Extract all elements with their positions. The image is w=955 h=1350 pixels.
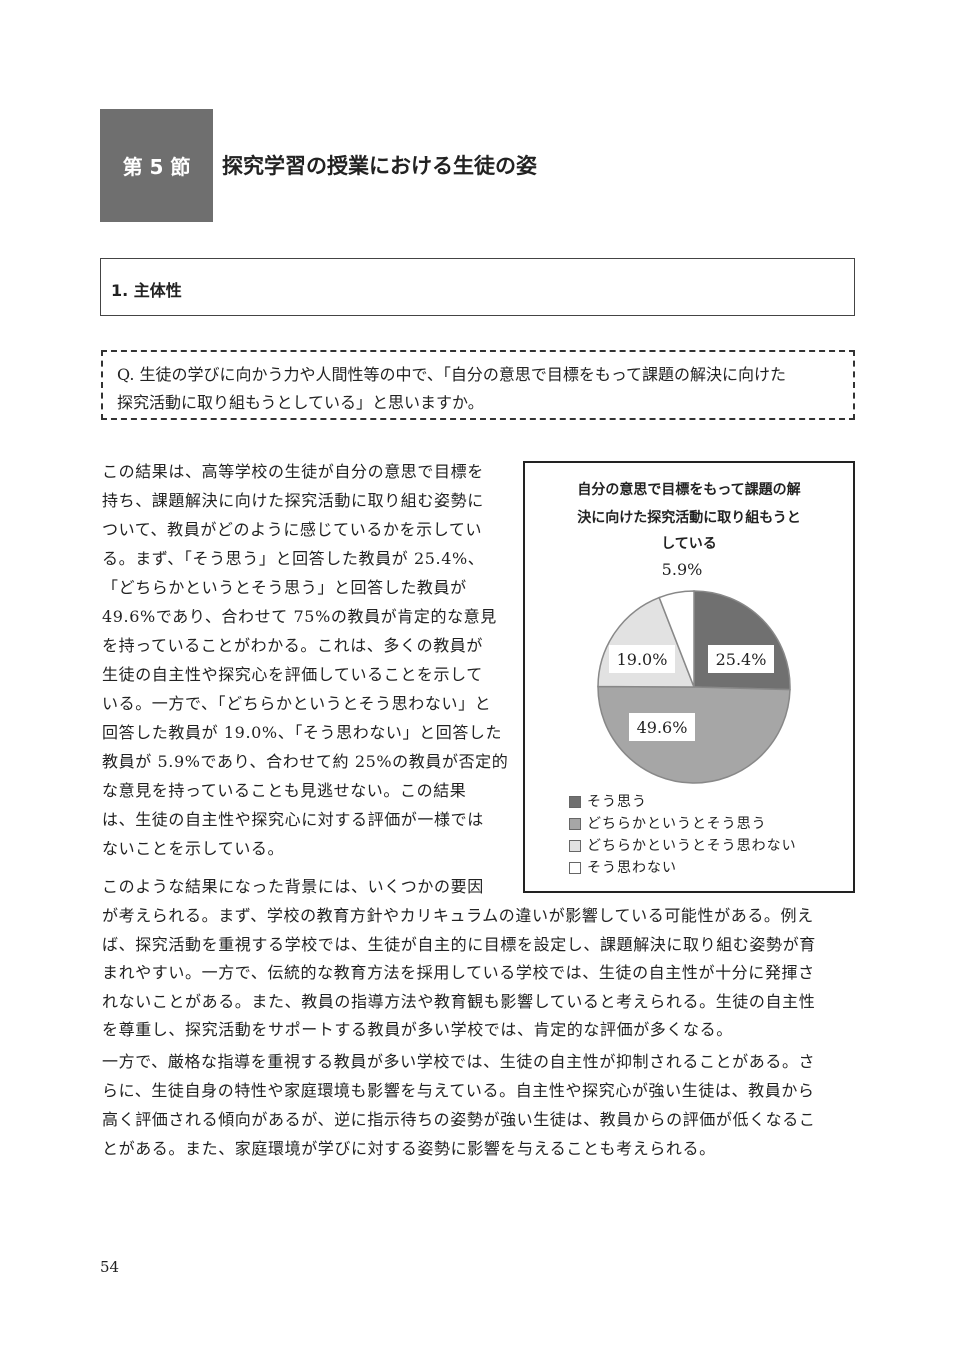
data-label-bg bbox=[609, 645, 675, 673]
legend-swatch bbox=[569, 818, 581, 830]
section-title: 探究学習の授業における生徒の姿 bbox=[222, 154, 537, 178]
legend-item: どちらかというとそう思う bbox=[569, 813, 767, 833]
data-label-bg bbox=[629, 713, 695, 741]
legend-item: どちらかというとそう思わない bbox=[569, 835, 797, 855]
body-line: 高く評価される傾向があるが、逆に指示待ちの姿勢が強い生徒は、教員からの評価が低く… bbox=[102, 1110, 816, 1129]
question-box: Q. 生徒の学びに向かう力や人間性等の中で、「自分の意思で目標をもって課題の解決… bbox=[101, 350, 855, 420]
body-line: ば、探究活動を重視する学校では、生徒が自主的に目標を設定し、課題解決に取り組む姿… bbox=[102, 934, 816, 954]
data-label: 49.6% bbox=[637, 718, 688, 737]
legend-item: そう思う bbox=[569, 791, 647, 811]
data-label: 25.4% bbox=[716, 650, 767, 669]
question-line: 探究活動に取り組もうとしている」と思いますか。 bbox=[117, 393, 484, 412]
body-line: このような結果になった背景には、いくつかの要因 bbox=[102, 877, 484, 896]
body-line: 教員が 5.9%であり、合わせて約 25%の教員が否定的 bbox=[102, 752, 509, 771]
body-line: この結果は、高等学校の生徒が自分の意思で目標を bbox=[102, 462, 484, 481]
legend-label: どちらかというとそう思わない bbox=[587, 838, 797, 854]
legend-item: そう思わない bbox=[569, 857, 677, 877]
body-line: る。まず、「そう思う」と回答した教員が 25.4%、 bbox=[102, 549, 485, 568]
body-line: ついて、教員がどのように感じているかを示してい bbox=[102, 520, 483, 539]
body-line: とがある。また、家庭環境が学びに対する姿勢に影響を与えることも考えられる。 bbox=[102, 1139, 716, 1158]
body-line: 49.6%であり、合わせて 75%の教員が肯定的な意見 bbox=[102, 607, 497, 626]
body-line: を持っていることがわかる。これは、多くの教員が bbox=[102, 636, 484, 655]
pie-slice bbox=[658, 590, 695, 688]
body-line: 「どちらかというとそう思う」と回答した教員が bbox=[102, 578, 467, 597]
chart-title-line: 決に向けた探究活動に取り組もうと bbox=[577, 510, 801, 526]
body-line: 持ち、課題解決に向けた探究活動に取り組む姿勢に bbox=[102, 491, 484, 510]
body-line: まれやすい。一方で、伝統的な教育方法を採用している学校では、生徒の自主性が十分に… bbox=[102, 963, 815, 982]
body-line: れないことがある。また、教員の指導方法や教育観も影響していると考えられる。生徒の… bbox=[102, 991, 816, 1011]
subsection-title: 1. 主体性 bbox=[111, 281, 182, 300]
subsection-heading-box: 1. 主体性 bbox=[100, 258, 855, 316]
body-line: 一方で、厳格な指導を重視する教員が多い学校では、生徒の自主性が抑制されることがあ… bbox=[102, 1052, 816, 1071]
body-line: 生徒の自主性や探究心を評価していることを示して bbox=[102, 665, 483, 684]
data-label-bg bbox=[708, 645, 774, 673]
body-line: は、生徒の自主性や探究心に対する評価が一様では bbox=[102, 810, 484, 829]
pie-chart: 自分の意思で目標をもって課題の解 決に向けた探究活動に取り組もうと している 2… bbox=[523, 461, 855, 893]
legend-label: そう思う bbox=[587, 794, 647, 810]
legend-label: そう思わない bbox=[587, 860, 677, 876]
body-line: を尊重し、探究活動をサポートする教員が多い学校では、肯定的な評価が多くなる。 bbox=[102, 1020, 733, 1039]
data-label: 19.0% bbox=[617, 650, 668, 669]
pie-slice bbox=[693, 590, 791, 691]
body-line: が考えられる。まず、学校の教育方針やカリキュラムの違いが影響している可能性がある… bbox=[102, 906, 814, 925]
legend-swatch bbox=[569, 796, 581, 808]
legend-label: どちらかというとそう思う bbox=[587, 816, 767, 832]
body-line: いる。一方で、「どちらかというとそう思わない」と bbox=[102, 694, 492, 713]
pie-svg: 25.4% 49.6% 19.0% 5.9% bbox=[597, 560, 791, 784]
question-line: Q. 生徒の学びに向かう力や人間性等の中で、「自分の意思で目標をもって課題の解決… bbox=[117, 365, 787, 384]
chart-title-line: している bbox=[661, 536, 717, 552]
body-line: らに、生徒自身の特性や家庭環境も影響を与えている。自主性や探究心が強い生徒は、教… bbox=[102, 1081, 815, 1100]
body-line: 回答した教員が 19.0%、「そう思わない」と回答した bbox=[102, 723, 503, 742]
chart-title-line: 自分の意思で目標をもって課題の解 bbox=[577, 482, 801, 498]
page-number: 54 bbox=[100, 1258, 120, 1276]
section-number-badge: 第 5 節 bbox=[100, 109, 213, 222]
body-line: な意見を持っていることも見逃せない。この結果 bbox=[102, 781, 467, 800]
legend-swatch bbox=[569, 862, 581, 874]
data-label: 5.9% bbox=[662, 560, 703, 579]
body-line: ないことを示している。 bbox=[102, 839, 285, 858]
legend-swatch bbox=[569, 840, 581, 852]
